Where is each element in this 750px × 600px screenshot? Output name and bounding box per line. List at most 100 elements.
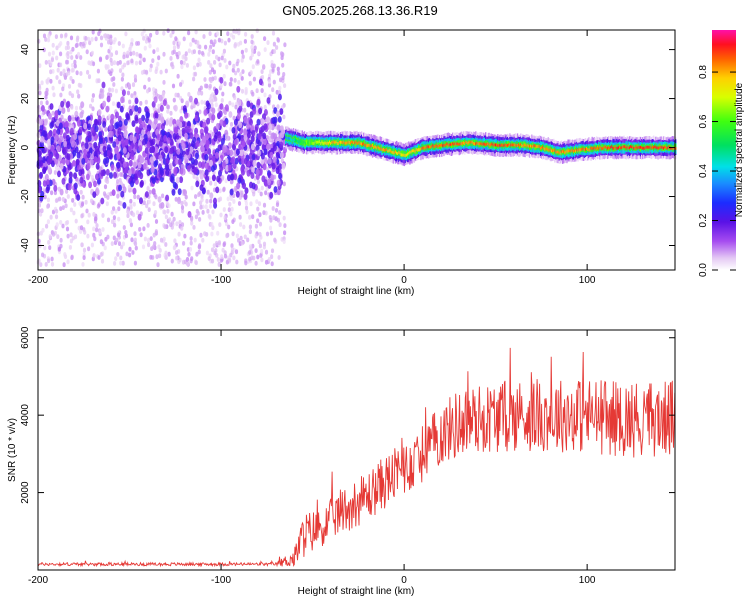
heatmap-core-cell bbox=[38, 160, 43, 167]
heatmap-noise-cell bbox=[128, 246, 132, 252]
heatmap-noise-cell bbox=[244, 205, 249, 211]
heatmap-carrier-cell bbox=[606, 146, 609, 150]
heatmap-core-cell bbox=[153, 96, 158, 104]
heatmap-core-cell bbox=[106, 149, 111, 157]
heatmap-carrier-cell bbox=[364, 140, 366, 147]
heatmap-carrier-cell bbox=[334, 141, 336, 145]
heatmap-noise-cell bbox=[106, 217, 111, 223]
heatmap-carrier-cell bbox=[340, 140, 342, 144]
heatmap-carrier-cell bbox=[589, 148, 591, 152]
heatmap-core-cell bbox=[232, 143, 236, 151]
heatmap-core-cell bbox=[56, 128, 61, 136]
heatmap-core-cell bbox=[141, 129, 146, 137]
heatmap-noise-cell bbox=[117, 216, 121, 222]
heatmap-noise-cell bbox=[74, 218, 78, 224]
heatmap-noise-cell bbox=[272, 49, 277, 54]
heatmap-noise-cell bbox=[113, 261, 117, 266]
heatmap-core-cell bbox=[139, 197, 143, 205]
colorbar-label: Normalized spectral amplitude bbox=[734, 82, 745, 217]
heatmap-noise-cell bbox=[234, 70, 238, 76]
top-x-ticks: -200 -100 0 100 bbox=[28, 30, 596, 286]
heatmap-noise-cell bbox=[238, 214, 242, 220]
heatmap-noise-cell bbox=[172, 45, 177, 50]
heatmap-core-cell bbox=[268, 123, 273, 131]
heatmap-carrier-cell bbox=[662, 146, 665, 150]
heatmap-noise-cell bbox=[135, 51, 139, 57]
heatmap-carrier-cell bbox=[410, 150, 412, 154]
heatmap-carrier-cell bbox=[644, 143, 646, 150]
heatmap-core-cell bbox=[222, 161, 226, 168]
heatmap-noise-cell bbox=[149, 32, 153, 38]
heatmap-noise-cell bbox=[187, 252, 191, 257]
heatmap-noise-cell bbox=[114, 256, 118, 261]
heatmap-noise-cell bbox=[207, 256, 211, 261]
heatmap-noise-cell bbox=[216, 257, 220, 262]
heatmap-carrier-cell bbox=[651, 145, 654, 149]
heatmap-noise-cell bbox=[198, 61, 202, 67]
heatmap-carrier-cell bbox=[566, 149, 568, 153]
heatmap-noise-cell bbox=[92, 226, 96, 232]
heatmap-noise-cell bbox=[190, 256, 194, 261]
heatmap-noise-cell bbox=[190, 220, 194, 226]
heatmap-noise-cell bbox=[91, 93, 95, 98]
heatmap-noise-cell bbox=[133, 77, 138, 83]
heatmap-noise-cell bbox=[154, 69, 158, 74]
heatmap-core-cell bbox=[187, 211, 192, 218]
heatmap-noise-cell bbox=[200, 90, 204, 96]
heatmap-noise-cell bbox=[78, 201, 82, 206]
heatmap-core-cell bbox=[211, 155, 216, 163]
heatmap-noise-cell bbox=[257, 239, 261, 245]
heatmap-noise-cell bbox=[204, 83, 208, 89]
heatmap-carrier-cell bbox=[656, 146, 658, 150]
heatmap-noise-cell bbox=[275, 202, 280, 208]
heatmap-carrier-cell bbox=[402, 153, 404, 157]
heatmap-core-cell bbox=[258, 168, 263, 176]
heatmap-carrier-cell bbox=[399, 151, 401, 155]
heatmap-core-cell bbox=[97, 115, 102, 122]
heatmap-noise-cell bbox=[46, 219, 51, 225]
heatmap-carrier-cell bbox=[598, 147, 600, 151]
heatmap-carrier-cell bbox=[602, 146, 604, 150]
heatmap-carrier-cell bbox=[296, 139, 298, 143]
heatmap-core-cell bbox=[205, 175, 210, 183]
heatmap-noise-cell bbox=[166, 104, 170, 110]
heatmap-carrier-cell bbox=[318, 140, 320, 144]
heatmap-core-cell bbox=[276, 179, 281, 187]
heatmap-noise-cell bbox=[61, 197, 65, 202]
heatmap-noise-cell bbox=[73, 234, 78, 240]
heatmap-noise-cell bbox=[129, 51, 133, 57]
heatmap-carrier-cell bbox=[333, 140, 335, 144]
heatmap-core-cell bbox=[170, 173, 175, 181]
heatmap-noise-cell bbox=[123, 62, 127, 68]
heatmap-noise-cell bbox=[162, 51, 166, 57]
heatmap-noise-cell bbox=[240, 190, 244, 196]
heatmap-carrier-cell bbox=[617, 146, 620, 150]
heatmap-noise-cell bbox=[149, 236, 153, 242]
heatmap-noise-cell bbox=[155, 254, 159, 260]
heatmap-noise-cell bbox=[87, 36, 91, 42]
heatmap-noise-cell bbox=[130, 58, 134, 64]
heatmap-core-cell bbox=[102, 121, 107, 128]
heatmap-noise-cell bbox=[223, 253, 228, 259]
heatmap-noise-cell bbox=[106, 234, 110, 240]
heatmap-core-cell bbox=[249, 118, 253, 126]
heatmap-core-cell bbox=[47, 112, 52, 120]
heatmap-noise-cell bbox=[192, 201, 196, 207]
heatmap-noise-cell bbox=[97, 78, 101, 84]
heatmap-noise-cell bbox=[66, 259, 70, 265]
heatmap-noise-cell bbox=[277, 90, 281, 95]
heatmap-core-cell bbox=[165, 157, 170, 165]
heatmap-carrier-cell bbox=[530, 144, 532, 148]
heatmap-core-cell bbox=[151, 177, 156, 185]
heatmap-noise-cell bbox=[215, 31, 220, 37]
heatmap-noise-cell bbox=[155, 30, 159, 35]
heatmap-carrier-cell bbox=[498, 143, 500, 147]
heatmap-carrier-cell bbox=[319, 140, 321, 144]
heatmap-noise-cell bbox=[144, 69, 149, 75]
heatmap-noise-cell bbox=[199, 232, 203, 238]
heatmap-noise-cell bbox=[239, 40, 243, 46]
heatmap-noise-cell bbox=[251, 91, 255, 97]
heatmap-core-cell bbox=[200, 140, 204, 147]
heatmap-core-cell bbox=[246, 169, 251, 177]
